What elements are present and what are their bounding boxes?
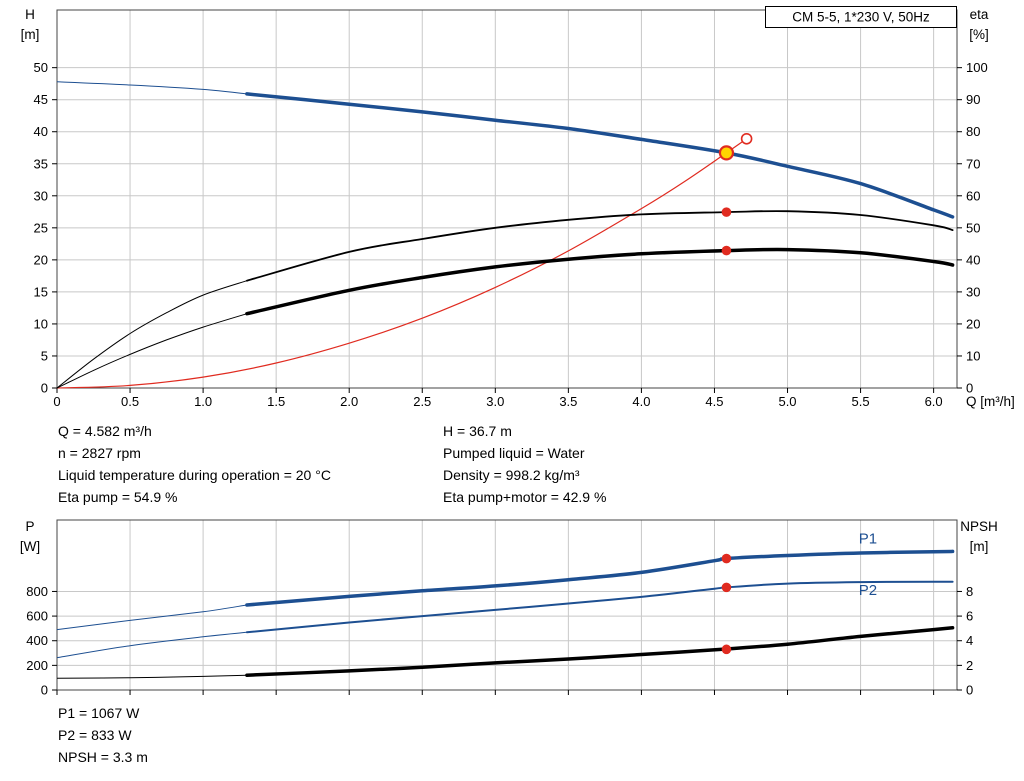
y-left-axis-label: [W] xyxy=(20,539,40,554)
tick-label-right: 40 xyxy=(966,252,980,267)
tick-label-bottom: 5.5 xyxy=(852,394,870,409)
point-marker xyxy=(721,553,732,564)
power-info-block: P1 = 1067 W P2 = 833 W NPSH = 3.3 m xyxy=(58,702,148,768)
series-p2-lead xyxy=(56,631,247,659)
tick-label-left: 30 xyxy=(34,188,48,203)
plot-frame xyxy=(56,519,958,691)
tick-label-bottom: 3.5 xyxy=(559,394,577,409)
point-marker xyxy=(721,245,732,256)
series-p1 xyxy=(245,549,955,607)
tick-label-left: 0 xyxy=(41,381,48,396)
series-system-curve xyxy=(56,138,747,389)
series-eta-pump-motor-lead xyxy=(56,313,248,389)
info-density: Density = 998.2 kg/m³ xyxy=(443,467,580,483)
series-label-p2: P2 xyxy=(859,582,877,599)
series-npsh xyxy=(245,626,955,677)
tick-label-left: 25 xyxy=(34,220,48,235)
series-eta-pump-lead xyxy=(56,280,248,389)
tick-label-left: 50 xyxy=(34,60,48,75)
tick-label-right: 30 xyxy=(966,284,980,299)
tick-label-bottom: 4.5 xyxy=(705,394,723,409)
duty-info-right-column: H = 36.7 m Pumped liquid = Water Density… xyxy=(443,420,606,508)
tick-label-left: 45 xyxy=(34,92,48,107)
info-eta-pump: Eta pump = 54.9 % xyxy=(58,489,178,505)
tick-label-left: 20 xyxy=(34,252,48,267)
duty-point-marker xyxy=(718,145,735,161)
tick-label-bottom: 1.5 xyxy=(267,394,285,409)
tick-label-right: 10 xyxy=(966,348,980,363)
tick-label-right: 60 xyxy=(966,188,980,203)
y-right-axis-label: NPSH xyxy=(960,519,998,534)
tick-label-left: 40 xyxy=(34,124,48,139)
tick-label-right: 6 xyxy=(966,609,973,624)
tick-label-right: 100 xyxy=(966,60,988,75)
tick-label-right: 70 xyxy=(966,156,980,171)
info-head: H = 36.7 m xyxy=(443,423,512,439)
info-p2: P2 = 833 W xyxy=(58,727,132,743)
series-h-curve-lead xyxy=(56,81,247,95)
info-speed: n = 2827 rpm xyxy=(58,445,141,461)
duty-info-left-column: Q = 4.582 m³/h n = 2827 rpm Liquid tempe… xyxy=(58,420,331,508)
tick-label-left: 15 xyxy=(34,284,48,299)
tick-label-right: 2 xyxy=(966,658,973,673)
tick-label-left: 800 xyxy=(26,584,48,599)
series-label-p1: P1 xyxy=(859,530,877,547)
tick-label-right: 80 xyxy=(966,124,980,139)
tick-label-bottom: 4.0 xyxy=(632,394,650,409)
tick-label-right: 4 xyxy=(966,633,973,648)
power-npsh-chart: 0 200 400 600 800 0 2 4 6 8 P [W] NPSH [m] P1 P2 xyxy=(20,519,998,698)
tick-label-bottom: 2.5 xyxy=(413,394,431,409)
tick-label-right: 50 xyxy=(966,220,980,235)
tick-label-bottom: 1.0 xyxy=(194,394,212,409)
tick-label-left: 35 xyxy=(34,156,48,171)
tick-label-left: 200 xyxy=(26,658,48,673)
tick-label-left: 400 xyxy=(26,633,48,648)
tick-label-right: 8 xyxy=(966,584,973,599)
tick-label-bottom: 3.0 xyxy=(486,394,504,409)
tick-label-right: 0 xyxy=(966,381,973,396)
y-left-axis-label: P xyxy=(25,519,34,534)
series-p2 xyxy=(245,580,954,634)
tick-label-bottom: 2.0 xyxy=(340,394,358,409)
chart-title: CM 5-5, 1*230 V, 50Hz xyxy=(792,10,930,25)
tick-label-left: 5 xyxy=(41,348,48,363)
info-liquid: Pumped liquid = Water xyxy=(443,445,585,461)
series-npsh-lead xyxy=(56,674,247,679)
tick-label-right: 0 xyxy=(966,683,973,698)
y-right-axis-label: [%] xyxy=(969,27,989,42)
chart-title-box xyxy=(765,6,957,28)
tick-label-left: 600 xyxy=(26,609,48,624)
hq-eta-chart: 0 5 10 15 20 25 30 35 40 45 50 0 10 20 30 40 50 60 70 80 90 1… xyxy=(21,6,1015,409)
series-p1-lead xyxy=(56,604,247,631)
plot-frame xyxy=(56,9,958,389)
tick-label-bottom: 0.5 xyxy=(121,394,139,409)
tick-label-bottom: 5.0 xyxy=(778,394,796,409)
y-right-axis-label: eta xyxy=(970,7,989,22)
info-eta-pump-motor: Eta pump+motor = 42.9 % xyxy=(443,489,607,505)
open-circle-marker xyxy=(740,132,753,145)
point-marker xyxy=(721,207,732,217)
y-left-axis-label: [m] xyxy=(21,27,40,42)
tick-label-bottom: 6.0 xyxy=(925,394,943,409)
series-h-curve xyxy=(245,92,955,219)
tick-label-bottom: 0 xyxy=(53,394,60,409)
info-flow: Q = 4.582 m³/h xyxy=(58,423,152,439)
series-eta-pump-motor xyxy=(245,247,955,316)
y-left-axis-label: H xyxy=(25,7,35,22)
tick-label-left: 10 xyxy=(34,316,48,331)
x-axis-label: Q [m³/h] xyxy=(966,394,1015,409)
tick-label-right: 20 xyxy=(966,316,980,331)
y-right-axis-label: [m] xyxy=(970,539,989,554)
point-marker xyxy=(721,644,732,655)
info-p1: P1 = 1067 W xyxy=(58,705,140,721)
tick-label-left: 0 xyxy=(41,683,48,698)
series-eta-pump xyxy=(246,210,954,282)
tick-label-right: 90 xyxy=(966,92,980,107)
info-temperature: Liquid temperature during operation = 20… xyxy=(58,467,331,483)
info-npsh: NPSH = 3.3 m xyxy=(58,749,148,765)
point-marker xyxy=(721,582,732,593)
